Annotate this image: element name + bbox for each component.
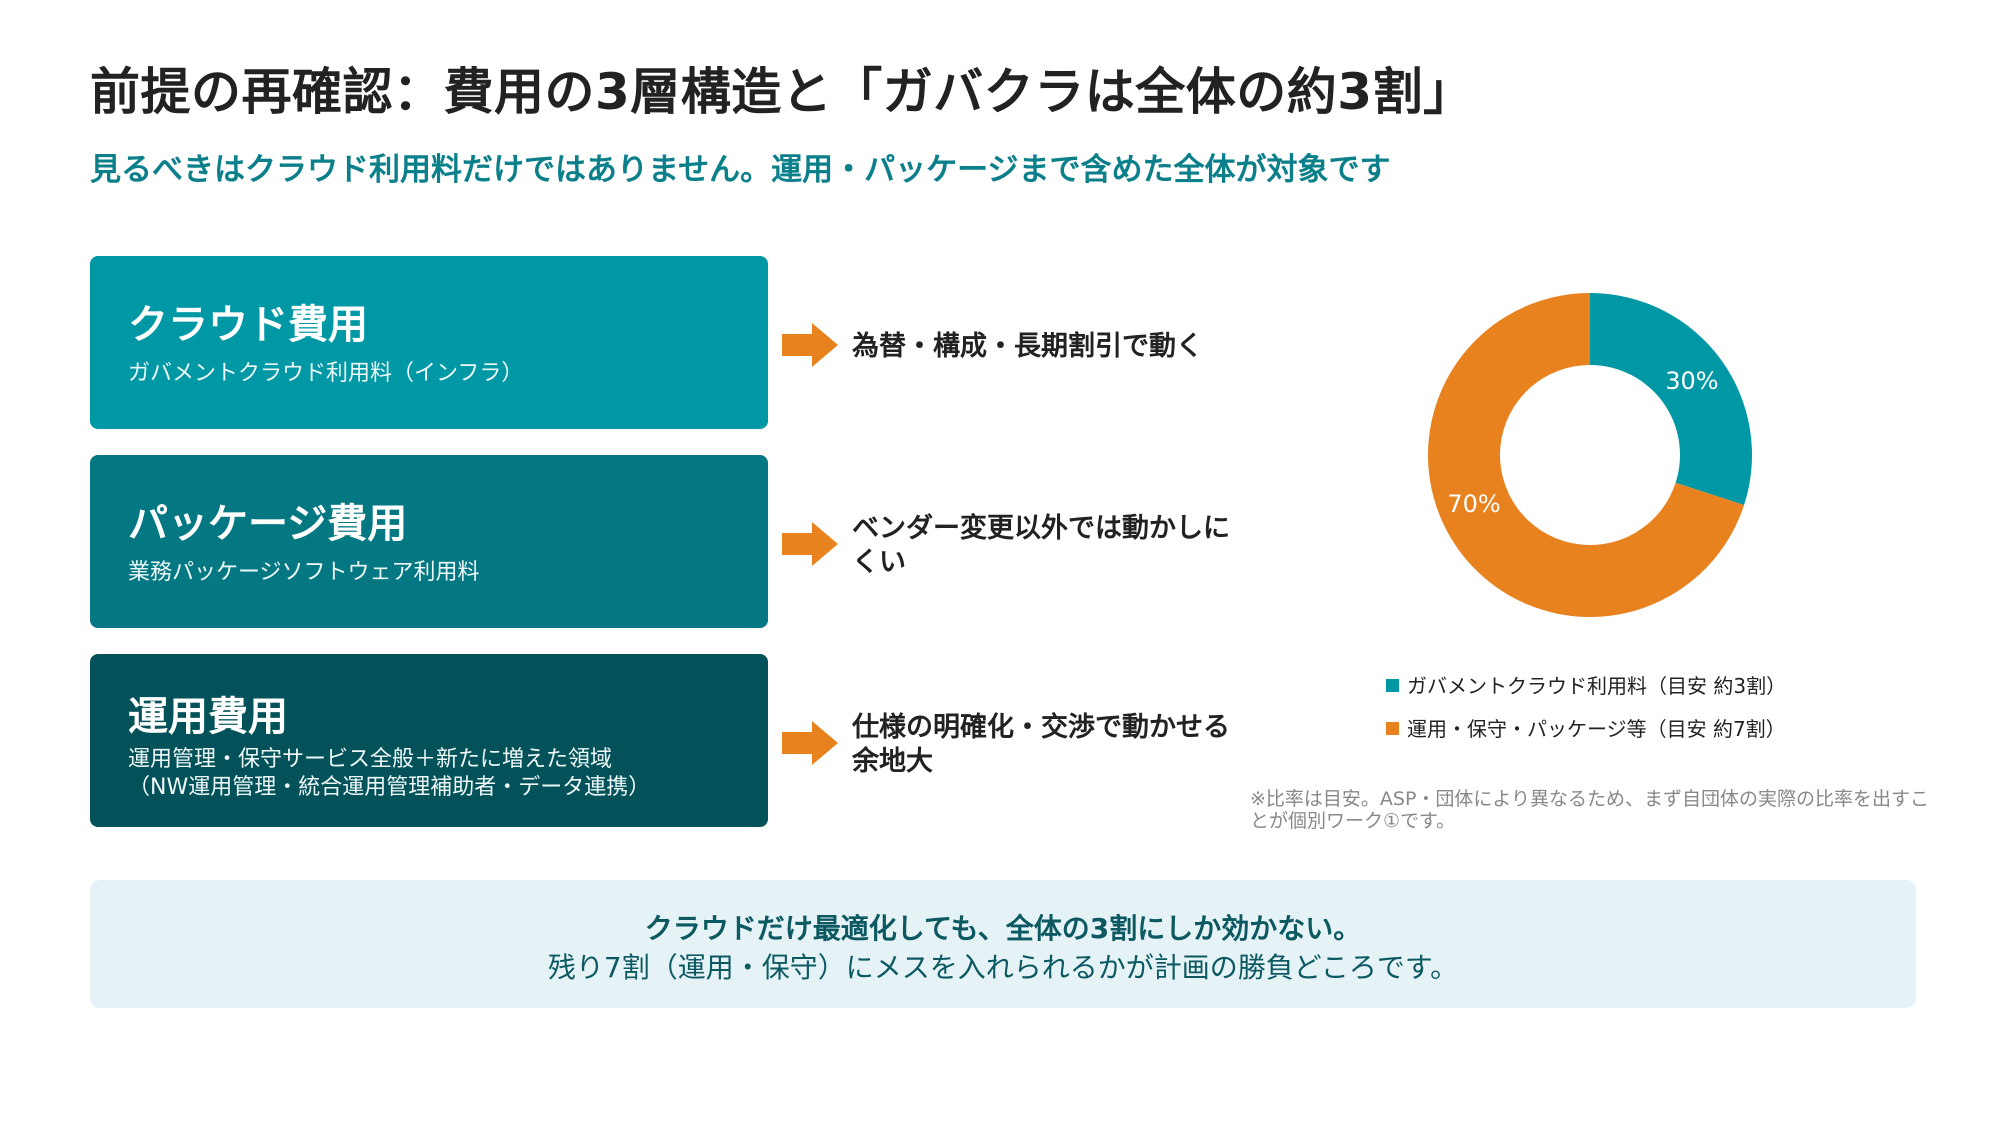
donut-slice: [1428, 293, 1745, 617]
donut-data-label: 70%: [1447, 490, 1500, 518]
card-name: 運用費用: [128, 694, 288, 740]
legend-label: 運用・保守・パッケージ等（目安 約7割）: [1407, 717, 1786, 741]
card-desc: 業務パッケージソフトウェア利用料: [128, 560, 480, 585]
cloud-cost-effect: 為替・構成・長期割引で動く: [852, 331, 1203, 362]
donut-slice: [1590, 293, 1752, 506]
operation-cost-card: 運用費用 運用管理・保守サービス全般＋新たに増えた領域 （NW運用管理・統合運用…: [90, 654, 768, 827]
card-desc: （NW運用管理・統合運用管理補助者・データ連携）: [128, 775, 651, 800]
operation-cost-effect: 仕様の明確化・交渉で動かせる余地大: [852, 712, 1230, 777]
package-cost-card: パッケージ費用 業務パッケージソフトウェア利用料: [90, 455, 768, 628]
donut-data-label: 30%: [1665, 367, 1718, 395]
ratio-note: ※比率は目安。ASP・団体により異なるため、まず自団体の実際の比率を出すことが個…: [1250, 788, 1930, 832]
card-name: パッケージ費用: [128, 501, 408, 547]
card-desc: 運用管理・保守サービス全般＋新たに増えた領域: [128, 747, 613, 772]
summary-line-1: クラウドだけ最適化しても、全体の3割にしか効かない。: [644, 912, 1362, 945]
arrow-right-icon: [782, 323, 838, 367]
summary-line-2: 残り7割（運用・保守）にメスを入れられるかが計画の勝負どころです。: [547, 951, 1459, 984]
legend-item-operation: 運用・保守・パッケージ等（目安 約7割）: [1386, 713, 1786, 742]
cloud-cost-card: クラウド費用 ガバメントクラウド利用料（インフラ）: [90, 256, 768, 429]
arrow-right-icon: [782, 522, 838, 566]
card-name: クラウド費用: [128, 302, 368, 348]
cost-share-donut-chart: 30% 70%: [1428, 293, 1752, 617]
legend-swatch: [1386, 722, 1399, 735]
legend-item-cloud: ガバメントクラウド利用料（目安 約3割）: [1386, 670, 1786, 699]
page-subtitle: 見るべきはクラウド利用料だけではありません。運用・パッケージまで含めた全体が対象…: [90, 152, 1391, 188]
page-title: 前提の再確認：費用の3層構造と「ガバクラは全体の約3割」: [90, 63, 1474, 121]
package-cost-effect: ベンダー変更以外では動かしにくい: [852, 513, 1230, 578]
summary-box: クラウドだけ最適化しても、全体の3割にしか効かない。 残り7割（運用・保守）にメ…: [90, 880, 1916, 1008]
arrow-right-icon: [782, 721, 838, 765]
card-desc: ガバメントクラウド利用料（インフラ）: [128, 361, 524, 386]
legend-label: ガバメントクラウド利用料（目安 約3割）: [1407, 674, 1787, 698]
legend-swatch: [1386, 679, 1399, 692]
